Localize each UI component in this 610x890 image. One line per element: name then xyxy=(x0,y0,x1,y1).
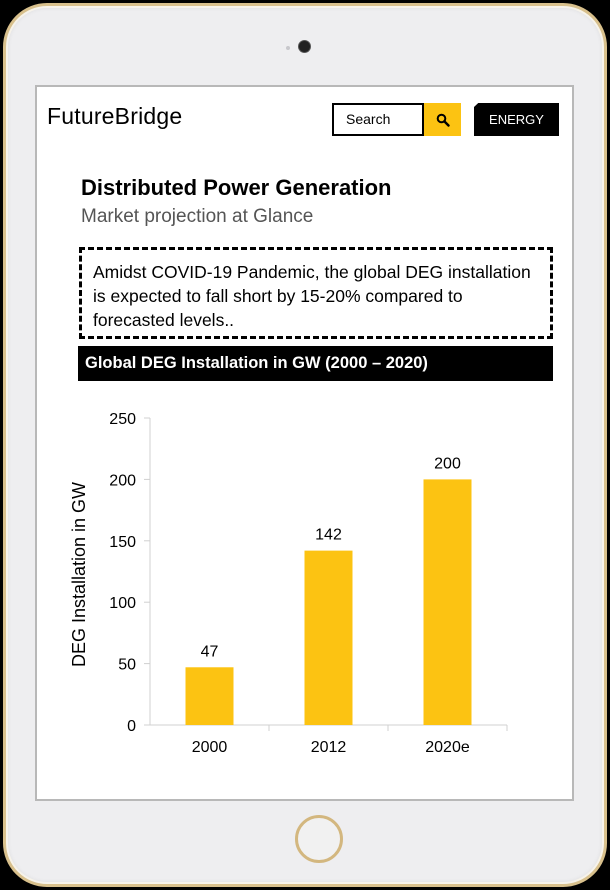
y-tick-label: 0 xyxy=(127,718,136,735)
bar-chart: 0 50 100 150 200 250 DEG Installation in GW 47 2… xyxy=(69,411,508,756)
search-button[interactable] xyxy=(424,103,461,136)
speaker-grille xyxy=(286,46,290,50)
x-tick-label: 2000 xyxy=(192,739,228,756)
x-tick-label: 2012 xyxy=(311,739,347,756)
y-tick-label: 50 xyxy=(118,657,136,674)
bar-2020e xyxy=(423,479,472,725)
screen: FutureBridge Search ENERGY Distributed P… xyxy=(35,85,574,801)
bar-2012 xyxy=(304,550,353,725)
search-input[interactable]: Search xyxy=(332,103,424,136)
camera-lens xyxy=(299,41,310,52)
page-title: Distributed Power Generation xyxy=(81,175,392,200)
search-icon xyxy=(436,113,450,127)
brand-logo[interactable]: FutureBridge xyxy=(47,103,183,129)
y-tick-label: 100 xyxy=(109,595,136,612)
data-label: 200 xyxy=(434,455,461,472)
data-label: 142 xyxy=(315,527,342,544)
y-tick-label: 200 xyxy=(109,472,136,489)
x-tick-label: 2020e xyxy=(425,739,470,756)
category-tag-energy[interactable]: ENERGY xyxy=(474,103,559,136)
y-tick-label: 150 xyxy=(109,534,136,551)
y-axis-label: DEG Installation in GW xyxy=(69,482,89,667)
y-tick-label: 250 xyxy=(109,411,136,428)
page-subtitle: Market projection at Glance xyxy=(81,206,314,227)
callout-text: Amidst COVID-19 Pandemic, the global DEG… xyxy=(93,262,531,330)
chart-title: Global DEG Installation in GW (2000 – 20… xyxy=(78,346,553,381)
home-button[interactable] xyxy=(295,815,343,863)
callout-box: Amidst COVID-19 Pandemic, the global DEG… xyxy=(79,247,553,339)
data-label: 47 xyxy=(201,643,219,660)
bar-2000 xyxy=(185,667,234,725)
